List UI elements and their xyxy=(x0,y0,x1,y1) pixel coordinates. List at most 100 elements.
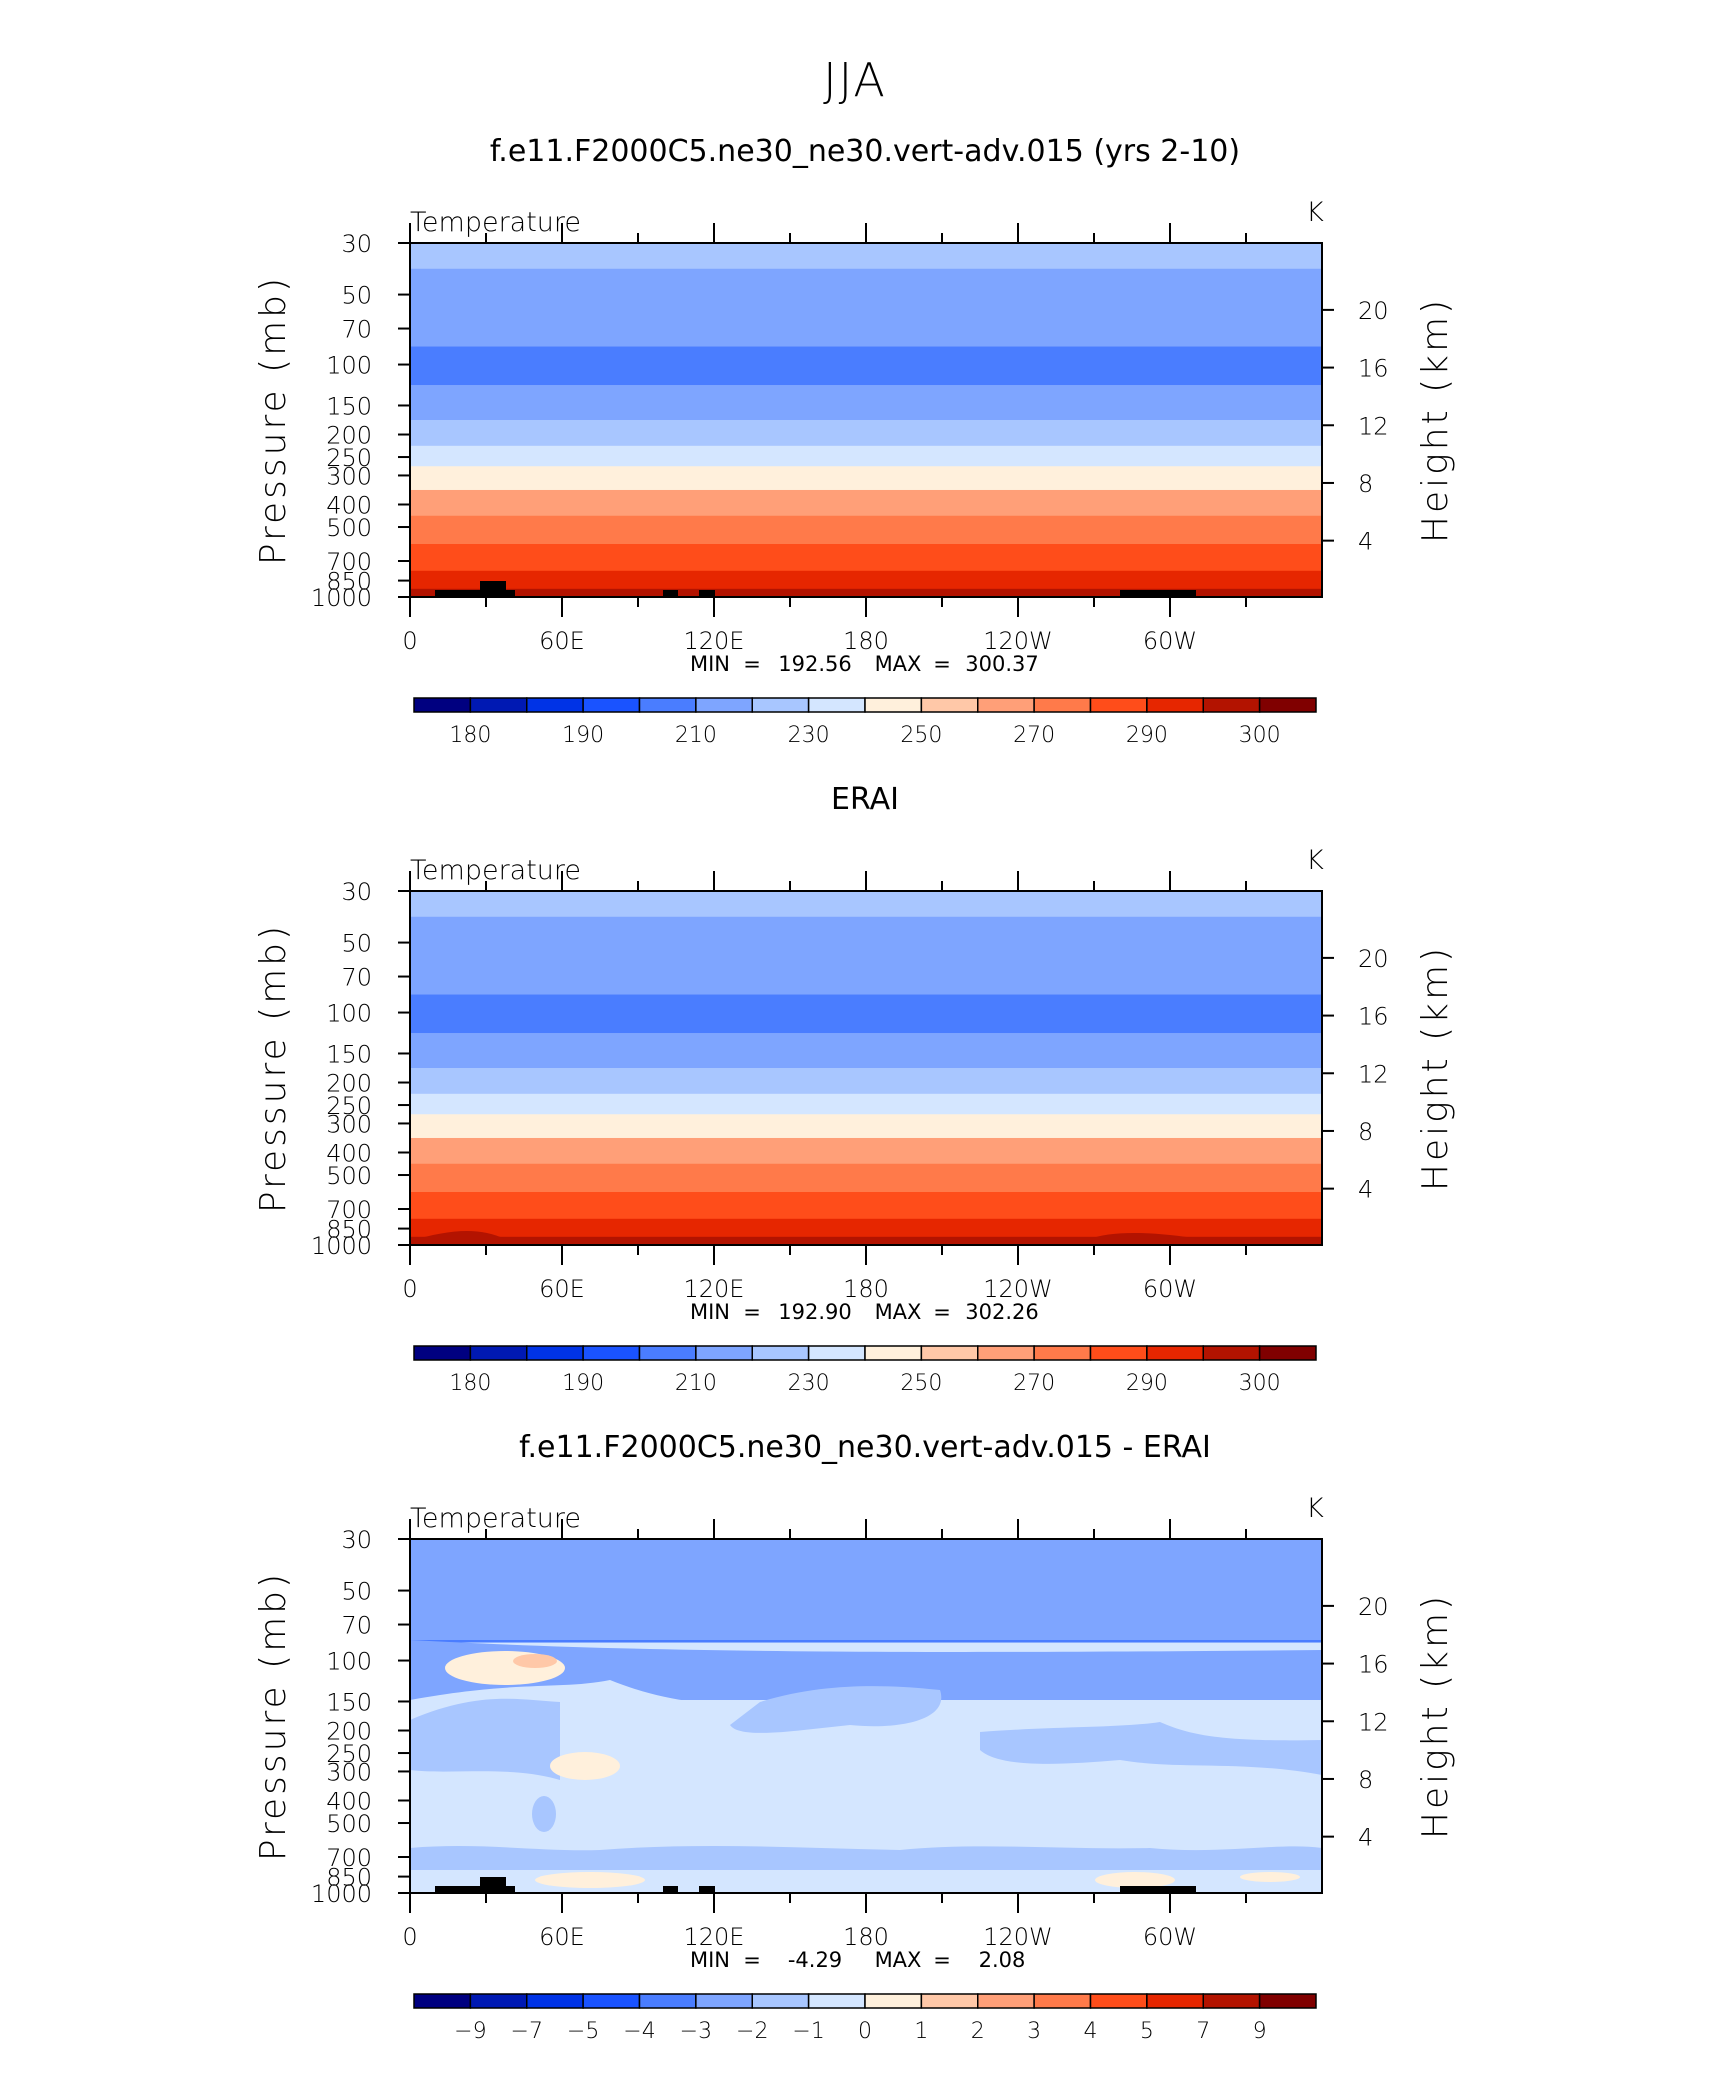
pressure-tick-label: 30 xyxy=(341,230,372,258)
upper-anomaly xyxy=(410,1539,1322,1640)
band-p850 xyxy=(410,570,1322,590)
colorbar-box xyxy=(1089,1345,1148,1361)
pressure-axis-title: Pressure (mb) xyxy=(253,1571,294,1861)
x-tick-label: 120W xyxy=(983,1923,1053,1951)
pressure-tick-label: 70 xyxy=(341,316,372,344)
pressure-tick-label: 150 xyxy=(326,392,372,420)
colorbar-box xyxy=(582,1345,641,1361)
panel-title: ERAI xyxy=(831,782,899,817)
colorbar-label: 270 xyxy=(1013,723,1055,748)
height-tick-label: 8 xyxy=(1358,1766,1373,1794)
max-label: MAX xyxy=(875,1300,922,1324)
colorbar-label: 290 xyxy=(1126,723,1168,748)
colorbar-label: 300 xyxy=(1239,723,1281,748)
colorbar-label: 230 xyxy=(788,723,830,748)
colorbar-label: 180 xyxy=(449,1371,491,1396)
colorbar-box xyxy=(582,1993,641,2009)
max-eq: = xyxy=(933,1948,951,1972)
pressure-tick-label: 200 xyxy=(326,422,372,450)
x-tick-label: 120W xyxy=(983,627,1053,655)
height-tick-label: 16 xyxy=(1358,355,1389,383)
colorbar-label: −5 xyxy=(567,2019,599,2044)
pressure-tick-label: 300 xyxy=(326,462,372,490)
plot-area xyxy=(410,1539,1322,1893)
x-tick-label: 60W xyxy=(1143,1923,1197,1951)
pressure-tick-label: 400 xyxy=(326,491,372,519)
height-axis-title: Height (km) xyxy=(1415,297,1456,543)
colorbar-box xyxy=(695,1993,753,2009)
height-tick-label: 12 xyxy=(1358,412,1389,440)
colorbar-label: 4 xyxy=(1084,2019,1098,2044)
band-p150 xyxy=(410,385,1322,421)
colorbar-box xyxy=(1202,697,1261,713)
band-p250 xyxy=(410,445,1322,467)
panel-title: f.e11.F2000C5.ne30_ne30.vert-adv.015 (yr… xyxy=(490,134,1240,169)
pressure-tick-label: 70 xyxy=(341,1612,372,1640)
colorbar-label: −1 xyxy=(792,2019,824,2044)
topography-block xyxy=(435,590,515,597)
colorbar-label: −7 xyxy=(511,2019,543,2044)
anomaly-east xyxy=(980,1722,1322,1775)
band-p150 xyxy=(410,1033,1322,1069)
topography-block xyxy=(480,581,506,597)
panel-title: f.e11.F2000C5.ne30_ne30.vert-adv.015 - E… xyxy=(519,1430,1211,1465)
max-eq: = xyxy=(933,1300,951,1324)
colorbar-box xyxy=(526,1345,584,1361)
colorbar-box xyxy=(1033,1345,1092,1361)
pressure-tick-label: 300 xyxy=(326,1110,372,1138)
pressure-tick-label: 250 xyxy=(326,1740,372,1768)
min-label: MIN xyxy=(690,1948,730,1972)
colorbar-box xyxy=(1089,697,1148,713)
colorbar-box xyxy=(638,697,697,713)
topography-block xyxy=(1120,590,1196,597)
height-tick-label: 20 xyxy=(1358,297,1389,325)
colorbar-label: 2 xyxy=(971,2019,985,2044)
min-eq: = xyxy=(743,652,761,676)
pressure-tick-label: 250 xyxy=(326,1092,372,1120)
min-label: MIN xyxy=(690,652,730,676)
colorbar-box xyxy=(977,1993,1035,2009)
band-p50 xyxy=(410,916,1322,961)
x-tick-label: 60E xyxy=(539,627,585,655)
pressure-tick-label: 150 xyxy=(326,1040,372,1068)
max-label: MAX xyxy=(875,652,922,676)
surface-warm-layer xyxy=(410,1230,1322,1245)
band-p300 xyxy=(410,466,1322,491)
band-p300 xyxy=(410,1114,1322,1139)
pressure-tick-label: 300 xyxy=(326,1758,372,1786)
pressure-tick-label: 850 xyxy=(326,568,372,596)
colorbar-label: 7 xyxy=(1196,2019,1210,2044)
pressure-tick-label: 30 xyxy=(341,878,372,906)
variable-label: Temperature xyxy=(410,1503,581,1534)
pressure-tick-label: 100 xyxy=(326,352,372,380)
band-p1000 xyxy=(410,588,1322,597)
panel-3: f.e11.F2000C5.ne30_ne30.vert-adv.015 - E… xyxy=(253,1430,1456,2044)
pressure-tick-label: 700 xyxy=(326,1844,372,1872)
band-p200 xyxy=(410,1068,1322,1095)
max-eq: = xyxy=(933,652,951,676)
page-title: JJA xyxy=(823,53,887,107)
height-axis-title: Height (km) xyxy=(1415,945,1456,1191)
band-p70 xyxy=(410,311,1322,348)
warm-anomaly-2 xyxy=(550,1752,620,1780)
band-p400 xyxy=(410,489,1322,517)
colorbar-box xyxy=(695,697,753,713)
height-tick-label: 12 xyxy=(1358,1708,1389,1736)
colorbar-label: 300 xyxy=(1239,1371,1281,1396)
colorbar-label: 250 xyxy=(900,1371,942,1396)
colorbar-box xyxy=(1258,1993,1317,2009)
plot-area xyxy=(410,891,1322,1245)
colorbar-box xyxy=(920,1345,979,1361)
pressure-tick-label: 500 xyxy=(326,1810,372,1838)
pressure-tick-label: 500 xyxy=(326,514,372,542)
band-p50 xyxy=(410,268,1322,313)
topography-block xyxy=(699,590,715,597)
colorbar-box xyxy=(1258,1345,1317,1361)
colorbar-box xyxy=(1146,1993,1204,2009)
colorbar-label: 230 xyxy=(788,1371,830,1396)
colorbar-box xyxy=(1202,1993,1261,2009)
colorbar-box xyxy=(638,1345,697,1361)
colorbar-box xyxy=(1258,697,1317,713)
colorbar-label: 3 xyxy=(1027,2019,1041,2044)
min-label: MIN xyxy=(690,1300,730,1324)
